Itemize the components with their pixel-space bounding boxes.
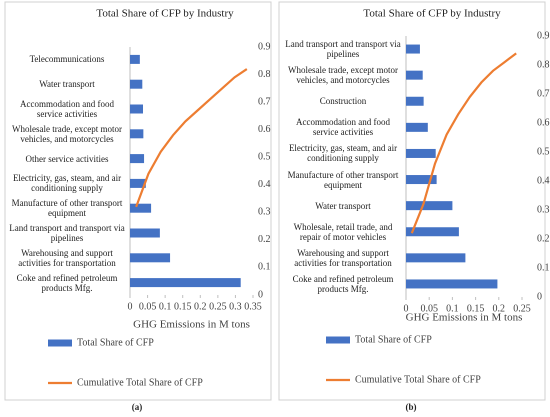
y2-tick-label: 0.4 — [537, 175, 550, 186]
category-label: Warehousing and support activities for t… — [294, 247, 392, 268]
bar — [406, 279, 498, 289]
category-label: Coke and refined petroleum products Mfg. — [292, 273, 394, 294]
y2-tick-label: 0.9 — [537, 30, 550, 41]
panel-frame — [278, 1, 546, 401]
y2-tick-label: 0.7 — [537, 88, 550, 99]
category-label: Wholesale trade, except motor vehicles, … — [288, 65, 398, 86]
y2-tick-label: 0.4 — [258, 179, 271, 190]
x-tick-label: 0.3 — [229, 301, 242, 312]
x-tick-label: 0.1 — [159, 301, 172, 312]
bar — [406, 122, 428, 132]
category-label: Manufacture of other transport equipment — [287, 169, 399, 190]
bar — [130, 278, 241, 288]
panel-label: (b) — [406, 402, 417, 412]
category-label: Land transport and transport via pipelin… — [9, 223, 125, 243]
category-label: Water transport — [315, 200, 371, 211]
bar — [130, 178, 146, 188]
y2-tick-label: 0.3 — [258, 207, 271, 218]
y2-tick-label: 0.2 — [537, 233, 550, 244]
y2-tick-label: 0.1 — [537, 262, 550, 273]
x-tick-label: 0.2 — [493, 303, 506, 314]
category-label: Electricity, gas, steam, and air conditi… — [288, 143, 398, 164]
category-label: Electricity, gas, steam, and air conditi… — [12, 173, 122, 194]
y2-tick-label: 0.9 — [258, 41, 271, 52]
category-label: Water transport — [39, 79, 95, 90]
cumulative-line — [135, 68, 248, 208]
y2-tick-label: 0.1 — [258, 262, 271, 273]
category-label: Wholesale trade, except motor vehicles, … — [12, 123, 122, 144]
bar — [130, 104, 144, 114]
y2-tick-label: 0.8 — [258, 69, 271, 80]
chart-title: Total Share of CFP by Industry — [363, 8, 501, 20]
category-label: Wholesale, retail trade, and repair of m… — [293, 221, 393, 242]
bar — [130, 129, 144, 139]
bar — [130, 54, 140, 64]
y2-tick-label: 0.8 — [537, 59, 550, 70]
x-tick-label: 0.25 — [513, 303, 531, 314]
x-tick-label: 0.05 — [139, 301, 157, 312]
x-tick-label: 0.1 — [446, 303, 459, 314]
bar — [130, 228, 160, 238]
y2-tick-label: 0.6 — [537, 117, 550, 128]
category-label: Coke and refined petroleum products Mfg. — [16, 272, 118, 293]
bar — [406, 70, 423, 80]
category-label: Construction — [319, 96, 367, 107]
category-label: Accommodation and food service activitie… — [296, 117, 390, 138]
x-tick-label: 0 — [128, 301, 133, 312]
legend-label: Cumulative Total Share of CFP — [77, 377, 203, 388]
bar — [406, 253, 466, 263]
bar — [130, 154, 145, 164]
y2-tick-label: 0 — [537, 291, 542, 302]
x-tick-label: 0.05 — [420, 303, 438, 314]
legend-label: Cumulative Total Share of CFP — [355, 374, 481, 385]
bar — [130, 253, 171, 263]
chart-title: Total Share of CFP by Industry — [96, 8, 234, 20]
x-tick-label: 0.15 — [174, 301, 192, 312]
legend-swatch — [326, 336, 350, 344]
panel-label: (a) — [132, 402, 143, 412]
bar — [406, 148, 436, 158]
x-tick-label: 0.2 — [194, 301, 207, 312]
category-label: Manufacture of other transport equipment — [11, 198, 123, 219]
bar — [406, 227, 459, 237]
panel-frame — [4, 1, 272, 401]
y2-tick-label: 0 — [258, 289, 263, 300]
y2-tick-label: 0.5 — [258, 152, 271, 163]
x-axis-label: GHG Emissions in M tons — [133, 319, 250, 331]
x-tick-label: 0.35 — [244, 301, 262, 312]
x-tick-label: 0.15 — [467, 303, 485, 314]
y2-tick-label: 0.3 — [537, 204, 550, 215]
y2-tick-label: 0.2 — [258, 234, 271, 245]
bar — [406, 201, 453, 211]
x-axis-label: GHG Emissions in M tons — [406, 312, 523, 324]
legend-label: Total Share of CFP — [355, 334, 432, 345]
category-label: Telecommunications — [29, 54, 105, 65]
category-label: Warehousing and support activities for t… — [18, 247, 116, 268]
category-label: Accommodation and food service activitie… — [20, 99, 114, 119]
legend-label: Total Share of CFP — [77, 337, 154, 348]
bar — [130, 79, 143, 89]
x-tick-label: 0.25 — [209, 301, 227, 312]
bar — [406, 44, 420, 54]
bar — [406, 96, 424, 106]
y2-tick-label: 0.7 — [258, 96, 271, 107]
y2-tick-label: 0.5 — [537, 146, 550, 157]
category-label: Land transport and transport via pipelin… — [285, 39, 401, 60]
bar — [130, 203, 152, 213]
cumulative-line — [410, 52, 517, 234]
bar — [406, 175, 437, 185]
category-label: Other service activities — [25, 153, 109, 164]
y2-tick-label: 0.6 — [258, 124, 271, 135]
x-tick-label: 0 — [404, 303, 409, 314]
legend-swatch — [48, 339, 72, 347]
